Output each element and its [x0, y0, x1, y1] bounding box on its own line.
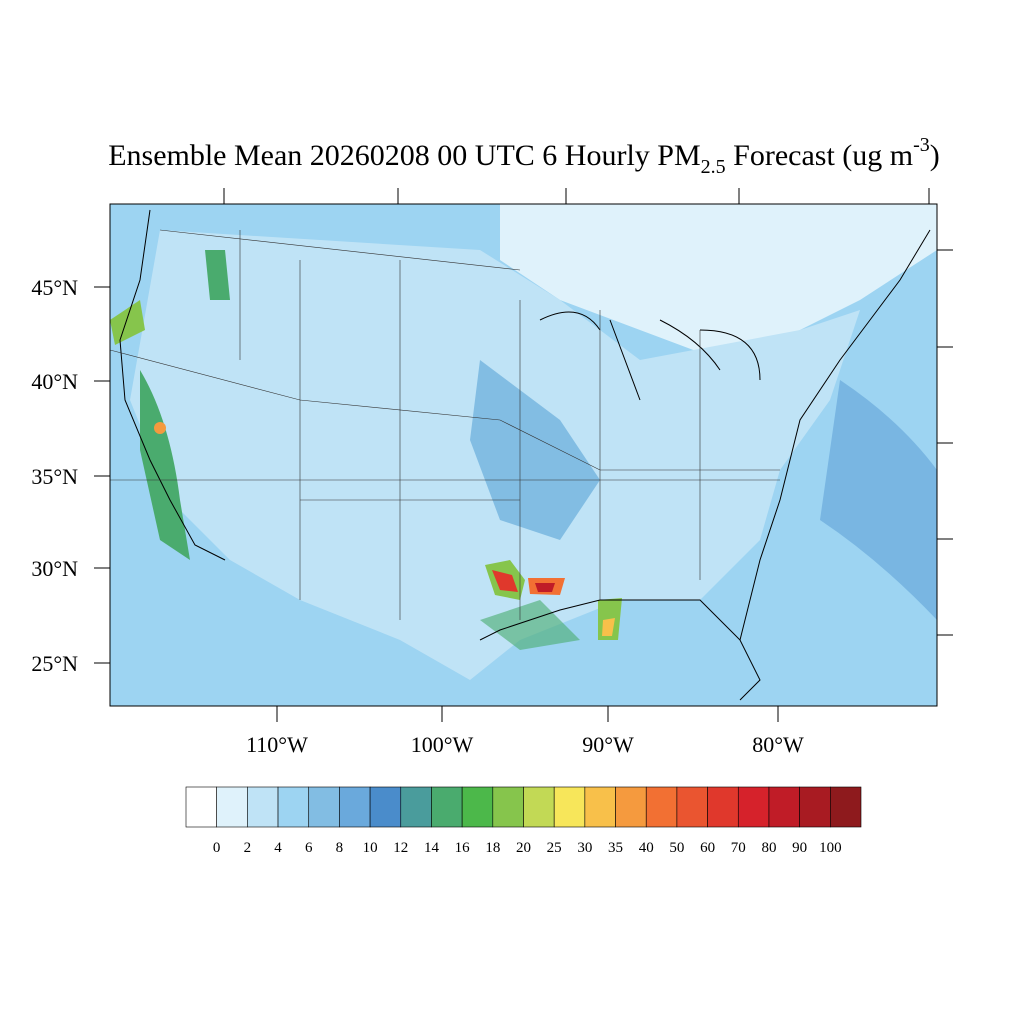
low-field-north	[500, 204, 937, 360]
title-superscript: -3	[913, 134, 930, 156]
mid-field	[470, 360, 600, 540]
color-box	[369, 786, 402, 828]
offshore-field	[820, 380, 937, 620]
color-box	[216, 786, 248, 828]
level-label: 30	[577, 840, 592, 856]
map-frame	[109, 203, 938, 707]
title: Ensemble Mean 20260208 00 UTC 6 Hourly P…	[108, 134, 940, 178]
hotspot	[492, 570, 518, 592]
level-label: 14	[424, 840, 440, 856]
level-label: 20	[516, 840, 531, 856]
color-box	[707, 786, 739, 828]
lon-label: 110°W	[246, 732, 308, 757]
lat-label: 45°N	[31, 275, 78, 300]
title-main: Ensemble Mean 20260208 00 UTC 6 Hourly P…	[108, 139, 700, 172]
frame-ticks	[94, 188, 953, 722]
lat-label: 30°N	[31, 556, 78, 581]
color-box	[799, 786, 831, 828]
coastline	[119, 209, 931, 701]
color-box	[400, 786, 432, 828]
hotspot	[535, 583, 555, 592]
color-box	[492, 786, 524, 828]
color-box	[185, 786, 217, 828]
hotspot	[205, 250, 230, 300]
color-box	[553, 786, 586, 828]
level-label: 18	[485, 840, 500, 856]
level-label: 40	[639, 840, 654, 856]
level-label: 4	[274, 840, 282, 856]
lon-label: 80°W	[752, 732, 804, 757]
hotspot	[602, 618, 615, 636]
level-label: 70	[731, 840, 746, 856]
level-label: 90	[792, 840, 807, 856]
color-box	[768, 786, 800, 828]
color-box	[615, 786, 647, 828]
color-box	[247, 786, 279, 828]
level-label: 50	[669, 840, 684, 856]
level-label: 2	[244, 840, 252, 856]
level-label: 35	[608, 840, 623, 856]
color-box	[830, 786, 862, 828]
level-label: 6	[305, 840, 313, 856]
great-lakes	[539, 311, 761, 401]
lon-label: 100°W	[411, 732, 474, 757]
level-label: 10	[363, 840, 378, 856]
map: 45°N 40°N 35°N 30°N 25°N 110°W 100°W 90°…	[31, 188, 953, 757]
hotspot	[110, 300, 145, 345]
level-label: 12	[393, 840, 408, 856]
color-box	[431, 786, 463, 828]
level-label: 25	[547, 840, 562, 856]
color-box	[645, 786, 678, 828]
title-close: )	[930, 139, 940, 172]
color-box	[523, 786, 555, 828]
level-label: 100	[819, 840, 842, 856]
level-label: 60	[700, 840, 715, 856]
color-box	[584, 786, 616, 828]
color-box	[676, 786, 708, 828]
lat-label: 25°N	[31, 651, 78, 676]
color-box	[277, 786, 310, 828]
level-label: 80	[761, 840, 776, 856]
title-after: Forecast (ug m	[726, 139, 913, 172]
hotspot	[480, 600, 580, 650]
color-box	[308, 786, 340, 828]
color-box	[339, 786, 371, 828]
title-subscript: 2.5	[701, 156, 726, 178]
level-label: 0	[213, 840, 221, 856]
hotspot	[154, 422, 166, 434]
lon-label: 90°W	[582, 732, 634, 757]
level-label: 16	[455, 840, 471, 856]
lat-label: 40°N	[31, 369, 78, 394]
color-box	[461, 786, 494, 828]
level-label: 8	[336, 840, 344, 856]
color-box	[737, 786, 770, 828]
state-lines	[110, 229, 780, 620]
lat-label: 35°N	[31, 464, 78, 489]
colorbar: 0 2 4 6 8 10 12 14 16 18 20 25 30 35 40 50 60 70 80 90 100	[185, 786, 862, 856]
